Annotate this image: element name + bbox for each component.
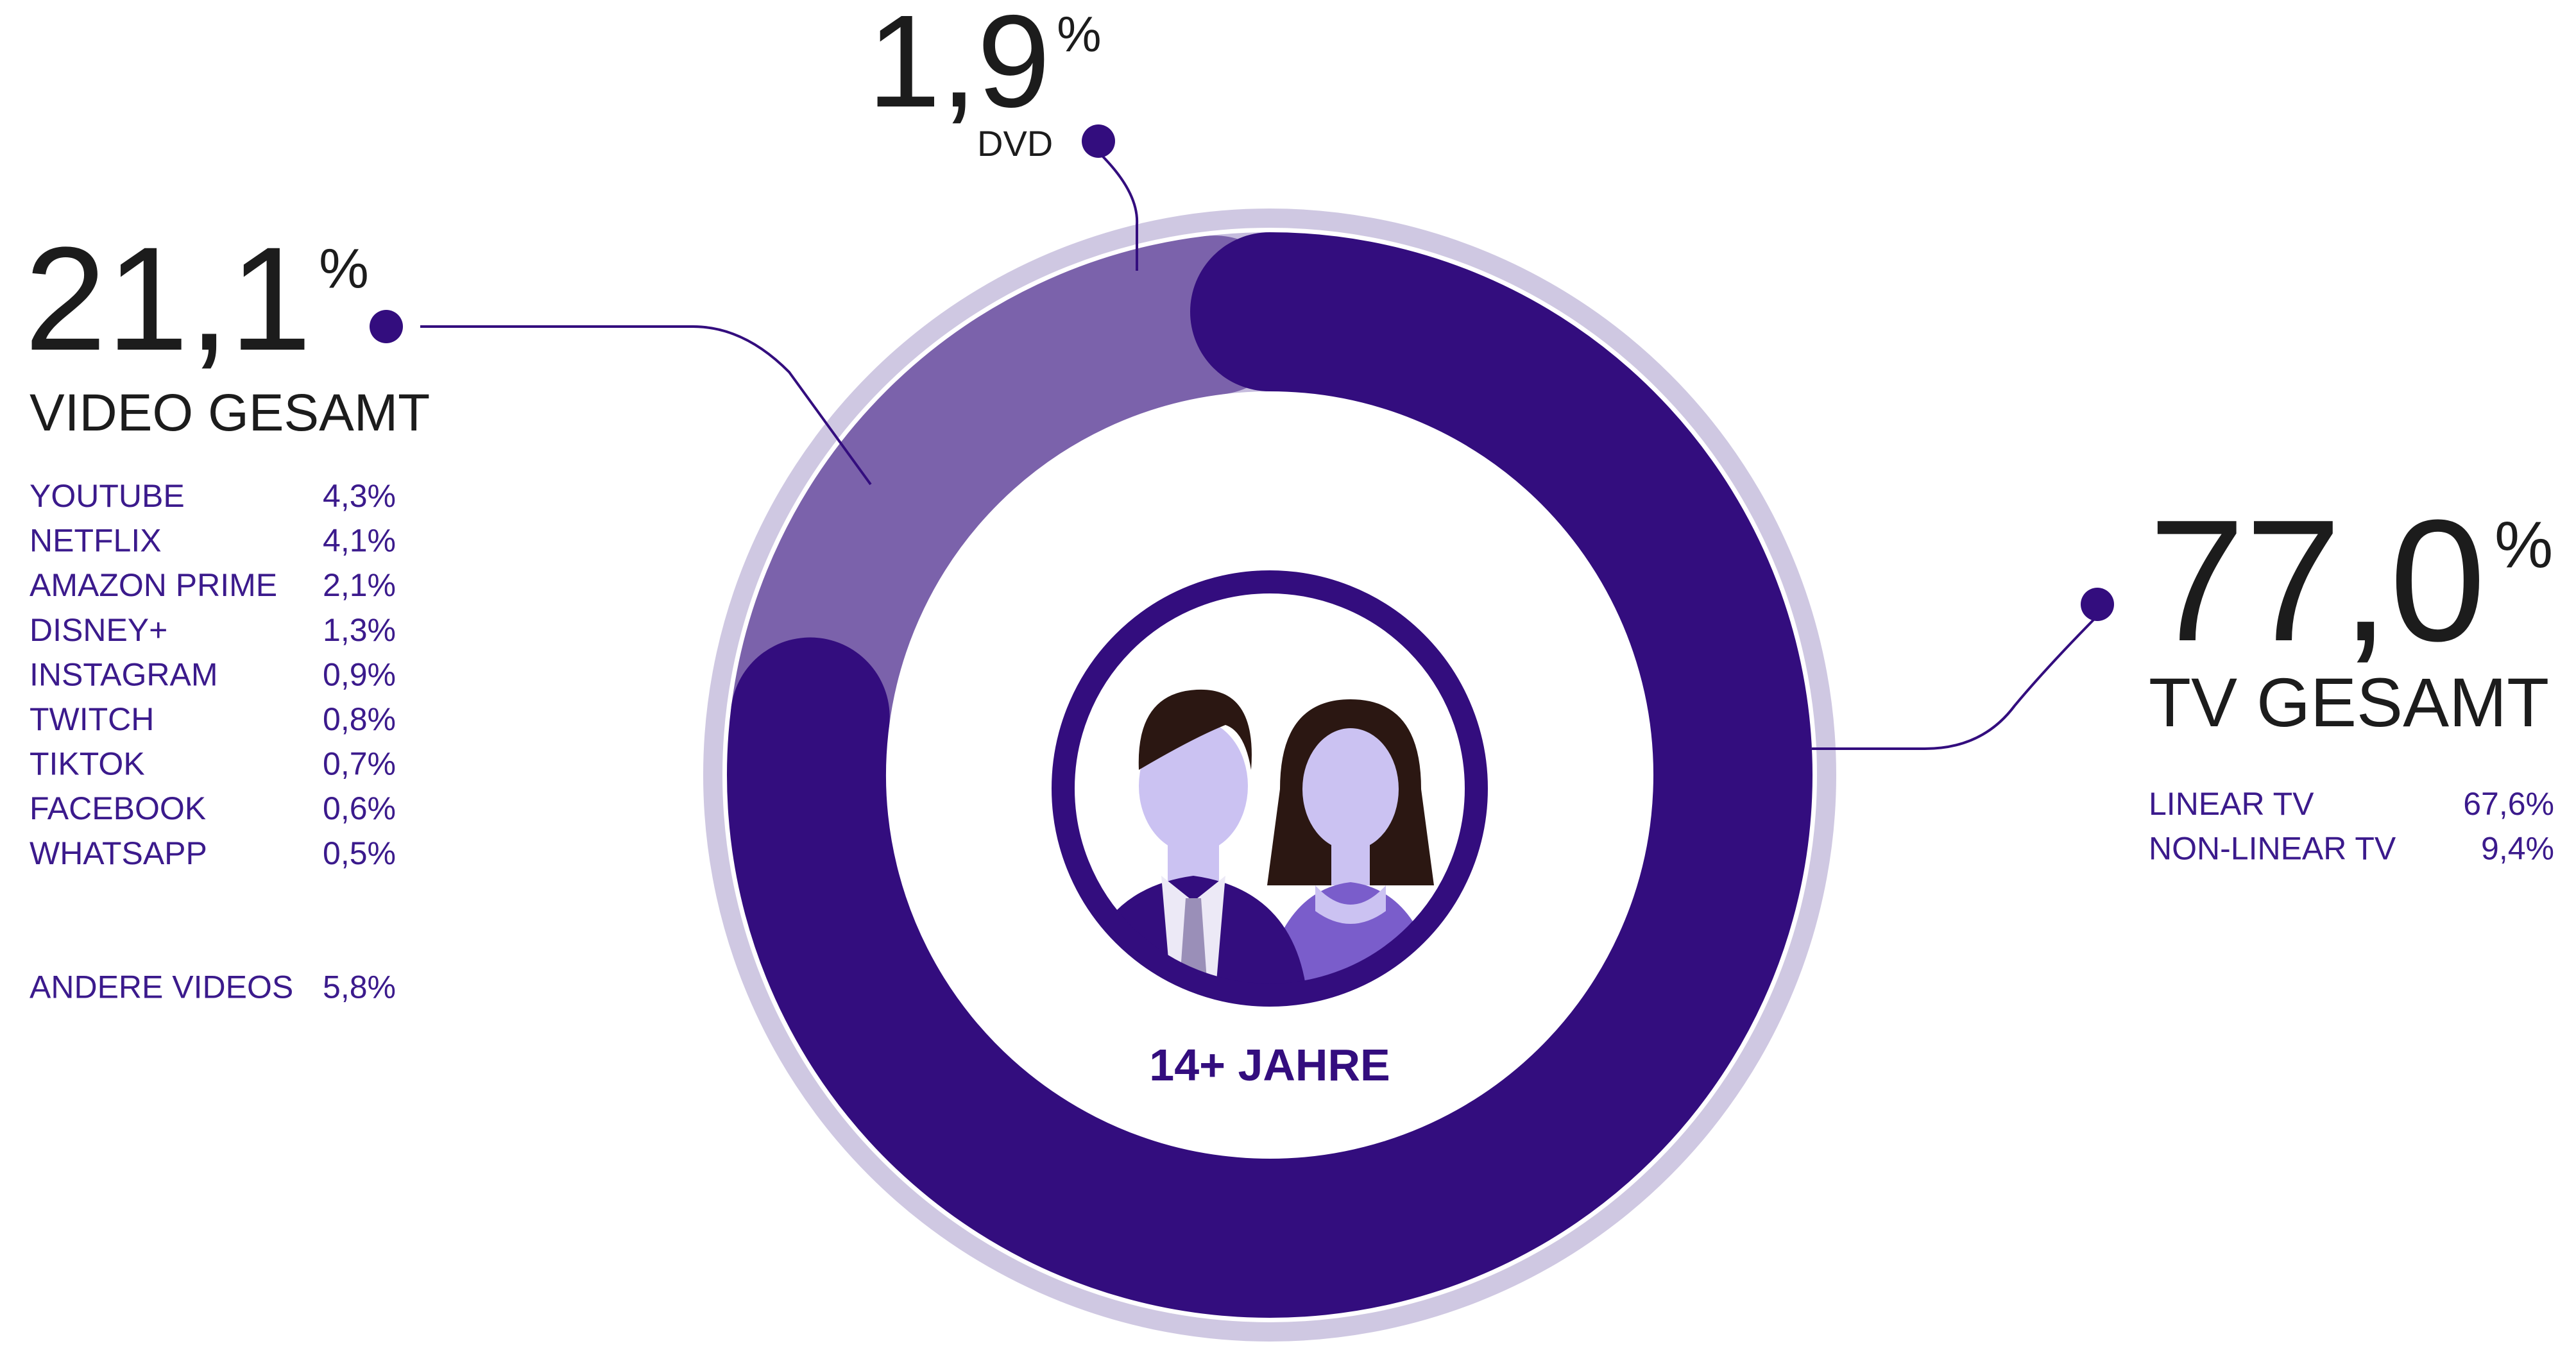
value-label: 21,1% xyxy=(24,216,369,381)
value-label: 1,9% xyxy=(867,0,1102,135)
category-label: DVD xyxy=(977,123,1053,164)
breakdown-value: 67,6% xyxy=(2463,786,2554,822)
breakdown-value: 4,3% xyxy=(323,478,396,514)
breakdown-name: YOUTUBE xyxy=(30,478,185,514)
breakdown-name: FACEBOOK xyxy=(30,790,206,826)
donut xyxy=(727,232,1813,1318)
breakdown-value: 0,8% xyxy=(323,701,396,737)
breakdown-name: INSTAGRAM xyxy=(30,656,218,692)
value-label: 77,0% xyxy=(2149,484,2553,678)
category-label: VIDEO GESAMT xyxy=(30,384,430,442)
center-label: 14+ JAHRE xyxy=(1149,1040,1390,1090)
leader-dots xyxy=(370,124,2114,621)
breakdown-name: NON-LINEAR TV xyxy=(2149,831,2396,867)
people-icon xyxy=(1052,570,1488,1007)
breakdown-value: 0,5% xyxy=(323,835,396,871)
breakdown-value: 2,1% xyxy=(323,567,396,603)
outer-ring xyxy=(703,209,1836,1342)
category-label: TV GESAMT xyxy=(2149,663,2549,741)
breakdown-name: DISNEY+ xyxy=(30,612,167,648)
breakdown-name: NETFLIX xyxy=(30,523,162,559)
breakdown-value: 0,9% xyxy=(323,656,396,692)
breakdown-name: LINEAR TV xyxy=(2149,786,2314,822)
breakdown-value: 1,3% xyxy=(323,612,396,648)
breakdown-name: ANDERE VIDEOS xyxy=(30,969,293,1005)
breakdown-value: 4,1% xyxy=(323,523,396,559)
breakdown-name: AMAZON PRIME xyxy=(30,567,277,603)
breakdown-value: 5,8% xyxy=(323,969,396,1005)
donut-segment xyxy=(730,235,1295,797)
breakdown-name: TIKTOK xyxy=(30,746,145,782)
breakdown-name: TWITCH xyxy=(30,701,154,737)
breakdown-name: WHATSAPP xyxy=(30,835,207,871)
donut-segment xyxy=(727,232,1813,1318)
breakdown-value: 0,6% xyxy=(323,790,396,826)
leader-lines xyxy=(420,153,2099,750)
breakdown-value: 9,4% xyxy=(2481,831,2554,867)
breakdown-value: 0,7% xyxy=(323,746,396,782)
